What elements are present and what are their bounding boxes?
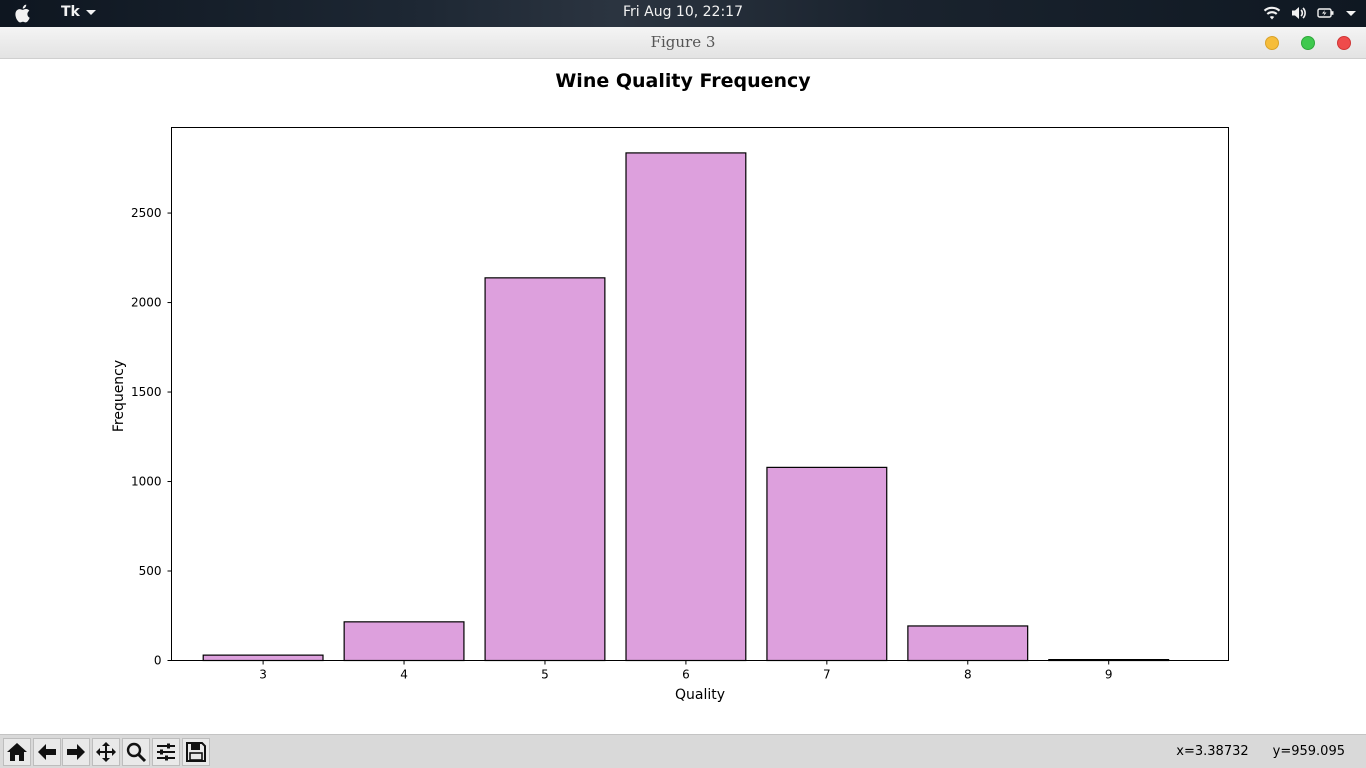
window-title: Figure 3 — [650, 33, 716, 51]
x-tick-label: 3 — [259, 668, 267, 682]
zoom-button[interactable] — [122, 738, 150, 766]
bar-quality-8 — [907, 625, 1029, 662]
bar-quality-7 — [766, 466, 888, 662]
window-titlebar[interactable]: Figure 3 — [0, 27, 1366, 59]
clock: Fri Aug 10, 22:17 — [623, 4, 743, 20]
close-button[interactable] — [1337, 36, 1351, 50]
forward-arrow-icon — [67, 744, 85, 760]
bar-chart: Wine Quality Frequency 3 4 5 6 7 8 9 0 500 1000 15… — [111, 70, 1229, 703]
wifi-icon[interactable] — [1263, 5, 1281, 21]
y-tick-label: 2000 — [131, 296, 162, 310]
volume-icon[interactable] — [1290, 5, 1308, 21]
app-menu-label: Tk — [61, 4, 80, 20]
navigation-toolbar: x=3.38732 y=959.095 — [0, 734, 1366, 768]
y-tick-label: 1000 — [131, 475, 162, 489]
configure-subplots-button[interactable] — [152, 738, 180, 766]
caret-down-icon — [85, 10, 96, 15]
bar-quality-5 — [484, 277, 606, 662]
pan-icon — [96, 742, 116, 762]
back-arrow-icon — [38, 744, 56, 760]
y-tick-label: 500 — [139, 564, 162, 578]
pan-button[interactable] — [92, 738, 120, 766]
x-tick-label: 9 — [1105, 668, 1113, 682]
home-button[interactable] — [3, 738, 31, 766]
minimize-button[interactable] — [1265, 36, 1279, 50]
figure-canvas[interactable]: Wine Quality Frequency 3 4 5 6 7 8 9 0 500 1000 15… — [0, 59, 1366, 734]
home-icon — [7, 743, 27, 761]
cursor-coordinates: x=3.38732 y=959.095 — [1176, 744, 1366, 759]
chevron-down-icon[interactable] — [1344, 5, 1358, 21]
apple-icon[interactable] — [13, 3, 33, 24]
maximize-button[interactable] — [1301, 36, 1315, 50]
bar-quality-3 — [202, 654, 324, 662]
back-button[interactable] — [33, 738, 61, 766]
y-coordinate-readout: y=959.095 — [1272, 744, 1345, 759]
system-tray — [1263, 5, 1358, 21]
zoom-icon — [126, 742, 147, 763]
x-tick-label: 6 — [682, 668, 690, 682]
chart-title: Wine Quality Frequency — [555, 70, 811, 92]
y-tick-label: 2500 — [131, 206, 162, 220]
x-tick-label: 4 — [400, 668, 408, 682]
configure-subplots-icon — [157, 743, 175, 761]
bar-quality-6 — [625, 152, 747, 662]
battery-icon[interactable] — [1317, 5, 1335, 21]
x-coordinate-readout: x=3.38732 — [1176, 744, 1249, 759]
x-tick-label: 5 — [541, 668, 549, 682]
x-axis-label: Quality — [675, 687, 725, 703]
plot-frame — [171, 127, 1229, 661]
x-tick-label: 7 — [823, 668, 831, 682]
x-tick-label: 8 — [964, 668, 972, 682]
save-icon — [186, 742, 206, 762]
y-tick-label: 1500 — [131, 385, 162, 399]
bar-quality-4 — [343, 621, 465, 662]
top-menubar: Tk Fri Aug 10, 22:17 — [0, 0, 1366, 27]
app-menu[interactable]: Tk — [61, 4, 96, 20]
y-axis-label: Frequency — [111, 360, 127, 432]
y-tick-label: 0 — [154, 654, 162, 668]
forward-button[interactable] — [62, 738, 90, 766]
save-button[interactable] — [182, 738, 210, 766]
